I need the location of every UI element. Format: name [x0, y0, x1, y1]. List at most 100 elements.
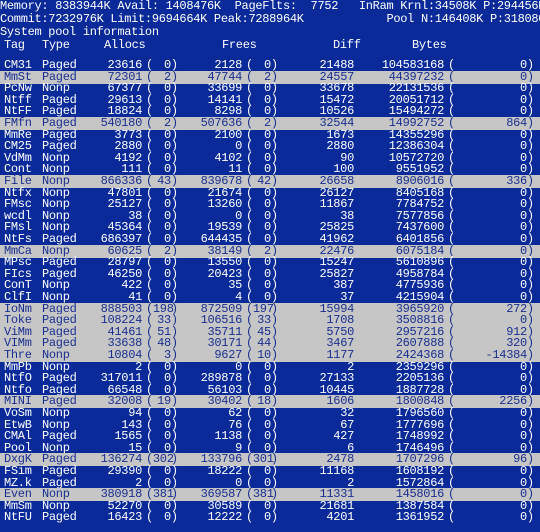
cell-bytes-delta: (336): [448, 175, 538, 188]
cell-tag: FMsc: [4, 197, 32, 212]
table-row: FMsc Nonp 25127(0) 13260(0) 11867 7784752(0): [0, 198, 540, 211]
cell-tag: Even: [4, 487, 32, 502]
cell-allocs-delta: (0): [146, 430, 182, 443]
paren-close: ): [170, 417, 178, 432]
cell-bytes: 1458016: [395, 487, 445, 502]
cell-allocs-delta: (0): [146, 128, 182, 142]
cell-frees-delta: (0): [246, 372, 282, 385]
cell-type: Paged: [42, 127, 77, 142]
paren-close: ): [526, 510, 534, 525]
delta-value: 0: [264, 498, 271, 513]
delta-value: 0: [264, 58, 271, 72]
paren-close: ): [270, 464, 278, 478]
delta-value: 0: [264, 255, 271, 270]
cell-frees: 0: [235, 208, 242, 223]
cell-allocs: 686397: [100, 232, 143, 246]
cell-allocs: 540180: [100, 116, 143, 130]
cell-frees: 13550: [207, 255, 242, 270]
paren-open: (: [246, 220, 253, 235]
cell-bytes: 14992752: [388, 116, 445, 130]
paren-close: ): [170, 139, 178, 154]
paren-close: ): [270, 487, 278, 502]
cell-bytes: 12386304: [388, 139, 445, 154]
paren-close: ): [526, 185, 534, 200]
cell-allocs: 67377: [107, 81, 142, 96]
cell-diff: 3467: [326, 336, 354, 351]
paren-open: (: [448, 255, 455, 270]
cell-allocs: 422: [121, 278, 142, 293]
paren-open: (: [146, 58, 153, 72]
table-row: Toke Paged 108224(33) 106516(33) 1708 3508816…: [0, 313, 540, 328]
cell-tag: MmSt: [4, 69, 32, 84]
cell-bytes: 1800848: [395, 394, 445, 409]
paren-open: (: [448, 174, 455, 188]
cell-frees-delta: (0): [246, 209, 282, 223]
memory-summary-line: Memory: 8383944K Avail: 1408476K PageFlt…: [0, 0, 540, 13]
paren-close: ): [170, 208, 178, 223]
cell-allocs: 15: [128, 440, 142, 455]
paren-close: ): [526, 92, 534, 107]
paren-close: ): [270, 371, 278, 386]
cell-allocs: 72301: [107, 69, 142, 84]
cell-bytes: 4775936: [395, 278, 445, 293]
cell-type: Nonp: [42, 162, 70, 177]
delta-value: 0: [264, 510, 271, 525]
cell-diff: 427: [333, 429, 354, 444]
cell-type: Nonp: [42, 81, 70, 96]
paren-open: (: [246, 69, 253, 84]
cell-tag: MmCa: [4, 243, 32, 258]
cell-diff: 21681: [319, 498, 354, 513]
cell-bytes: 7784752: [395, 197, 445, 212]
paren-close: ): [170, 440, 178, 455]
paren-open: (: [146, 255, 153, 270]
paren-open: (: [246, 336, 253, 351]
paren-open: (: [448, 290, 455, 304]
cell-type: Nonp: [42, 174, 70, 188]
delta-value: -14384: [485, 348, 527, 362]
cell-bytes: 15494272: [388, 104, 445, 119]
paren-open: (: [448, 92, 455, 107]
delta-value: 272: [506, 301, 527, 316]
cell-type: Paged: [42, 371, 77, 386]
delta-value: 0: [264, 429, 271, 444]
delta-value: 2: [264, 243, 271, 258]
cell-bytes: 1748992: [395, 429, 445, 444]
cell-frees: 19539: [207, 220, 242, 235]
paren-open: (: [448, 197, 455, 212]
cell-allocs-delta: (0): [146, 151, 182, 165]
paren-open: (: [146, 464, 153, 478]
cell-frees-delta: (0): [246, 93, 282, 107]
cell-type: Nonp: [42, 440, 70, 455]
cell-frees: 13260: [207, 197, 242, 212]
cell-bytes: 5610896: [395, 255, 445, 270]
paren-open: (: [448, 417, 455, 432]
table-row: CM31 Paged 23616 (0) 2128 (0) 21488 104583168 (0…: [0, 59, 540, 72]
paren-open: (: [146, 313, 153, 328]
cell-frees: 30171: [207, 336, 242, 351]
cell-bytes-delta: (0): [448, 198, 538, 211]
paren-close: ): [270, 266, 278, 281]
paren-open: (: [448, 440, 455, 455]
cell-bytes-delta: (0): [448, 70, 538, 84]
paren-close: ): [526, 475, 534, 490]
cell-frees: 4: [235, 290, 242, 304]
delta-value: 0: [520, 498, 527, 513]
cell-frees: 4102: [214, 150, 242, 165]
table-row: Cont Nonp 111(0) 11(0) 100 9551952(0): [0, 163, 540, 176]
paren-close: ): [270, 104, 278, 119]
cell-allocs-delta: (0): [146, 267, 182, 281]
cell-type: Nonp: [42, 185, 70, 200]
paren-close: ): [526, 266, 534, 281]
paren-open: (: [146, 440, 153, 455]
cell-frees-delta: (381): [246, 488, 282, 501]
cell-frees-delta: (0): [246, 498, 282, 513]
paren-close: ): [270, 232, 278, 246]
paren-open: (: [146, 336, 153, 351]
cell-frees: 9: [235, 440, 242, 455]
paren-close: ): [526, 116, 534, 130]
delta-value: 48: [157, 336, 171, 351]
cell-type: Nonp: [42, 498, 70, 513]
paren-open: (: [246, 348, 253, 362]
cell-allocs-delta: (381): [146, 488, 182, 501]
